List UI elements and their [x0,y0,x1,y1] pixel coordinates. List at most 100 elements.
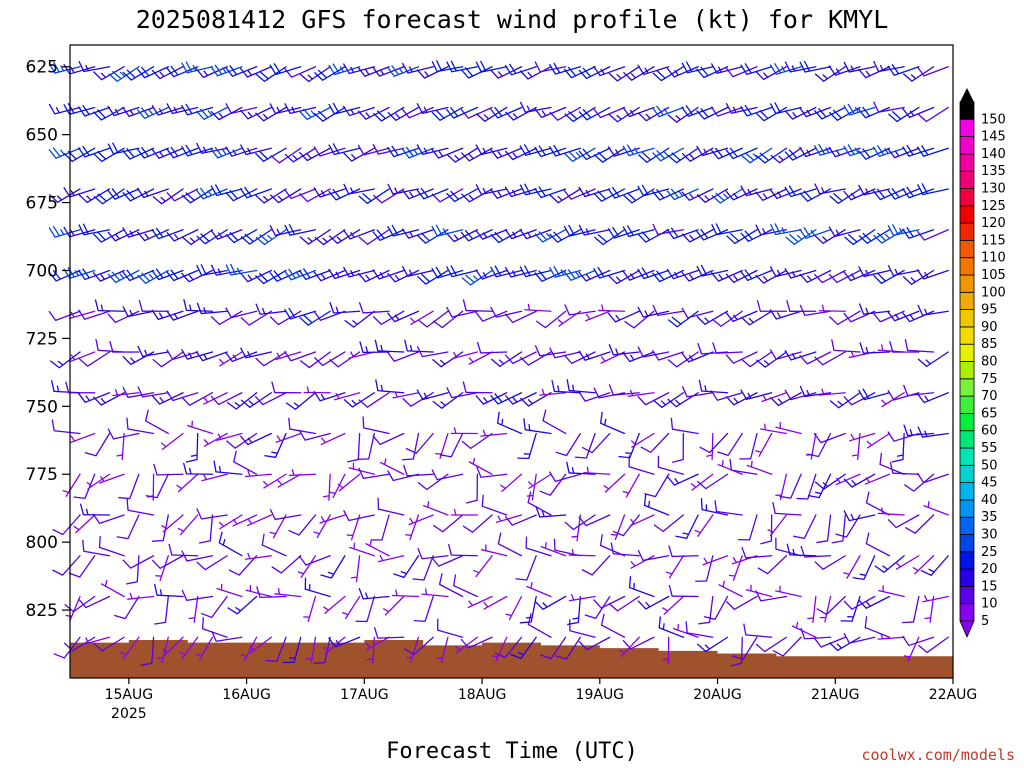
wind-barb [770,147,802,164]
wind-barb [320,555,346,579]
barb-feather [475,311,484,322]
barb-feather [568,110,578,120]
terrain-layer [70,639,953,678]
barb-shaft [807,473,817,500]
y-tick-label: 650 [26,126,58,146]
wind-barb [622,106,655,118]
barb-shaft [790,392,817,401]
barb-feather [703,148,708,155]
barb-feather [203,439,209,445]
barb-feather [256,586,261,598]
barb-feather [685,61,693,73]
barb-feather [416,389,424,400]
barb-feather [226,440,236,449]
wind-barb [843,555,861,579]
barb-feather [67,266,75,278]
barb-feather [920,569,932,576]
barb-feather [843,145,851,156]
wind-barb [644,473,670,498]
barb-feather [166,191,176,202]
wind-barb [740,310,773,326]
colorbar-label: 45 [981,476,998,491]
wind-barb [887,389,920,401]
wind-barb [741,351,773,368]
barb-feather [575,151,581,158]
y-tick-label: 725 [26,329,58,349]
wind-barb [770,223,802,236]
barb-feather [652,152,662,162]
barb-feather [504,150,514,160]
barb-feather [372,194,383,204]
barb-feather [259,234,269,243]
barb-feather [769,188,778,199]
wind-barb [432,392,464,409]
barb-feather [445,108,455,119]
wind-barb [348,351,375,359]
wind-barb [828,636,861,652]
barb-feather [320,273,326,280]
barb-feather [63,187,71,198]
wind-barb [504,310,537,324]
wind-barb [107,428,140,440]
barb-shaft [215,636,243,642]
colorbar-label: 55 [981,441,998,456]
barb-feather [262,113,269,119]
barb-feather [82,268,90,279]
barb-feather [681,233,691,243]
wind-barb [78,351,111,367]
wind-barb [432,310,464,329]
barb-feather [593,268,601,279]
barb-feather [630,518,635,525]
wind-barb [807,432,832,458]
barb-shaft [550,636,567,660]
barb-feather [557,195,563,201]
barb-feather [696,315,706,325]
barb-feather [416,346,423,357]
wind-barb [78,223,111,236]
barb-feather [542,602,548,608]
barb-feather [629,109,635,116]
wind-barb [652,304,685,317]
barb-shaft [127,514,140,540]
wind-barb [769,188,802,200]
barb-feather [799,355,808,365]
barb-feather [597,266,605,278]
barb-feather [887,189,896,200]
barb-feather [523,265,531,276]
wind-barb [593,595,626,609]
barb-feather [225,191,234,202]
barb-feather [578,350,586,361]
barb-feather [740,64,748,75]
barb-feather [438,150,444,157]
barb-feather [217,268,222,275]
wind-barb [887,147,920,159]
barb-feather [185,144,193,155]
barb-feather [446,153,456,163]
barb-feather [78,60,85,72]
barb-feather [52,147,61,157]
barb-feather [408,269,413,276]
barb-feather [122,559,132,569]
barb-feather [233,450,237,463]
barb-feather [668,584,673,597]
barb-feather [225,307,232,318]
barb-feather [534,345,541,357]
colorbar-swatch [959,430,975,449]
barb-shaft [186,595,214,601]
wind-barb [622,225,655,238]
barb-feather [882,565,888,570]
barb-shaft [657,466,685,475]
barb-feather [592,65,601,76]
barb-feather [383,458,387,465]
barb-feather [586,466,589,474]
barb-feather [880,399,887,405]
colorbar-label: 115 [981,233,1006,248]
barb-feather [618,649,625,654]
barb-feather [227,607,238,615]
barb-feather [526,231,532,238]
barb-feather [239,435,249,445]
colorbar-swatch [959,326,975,345]
barb-feather [151,69,161,80]
barb-feather [769,396,779,406]
barb-shaft [173,188,199,202]
